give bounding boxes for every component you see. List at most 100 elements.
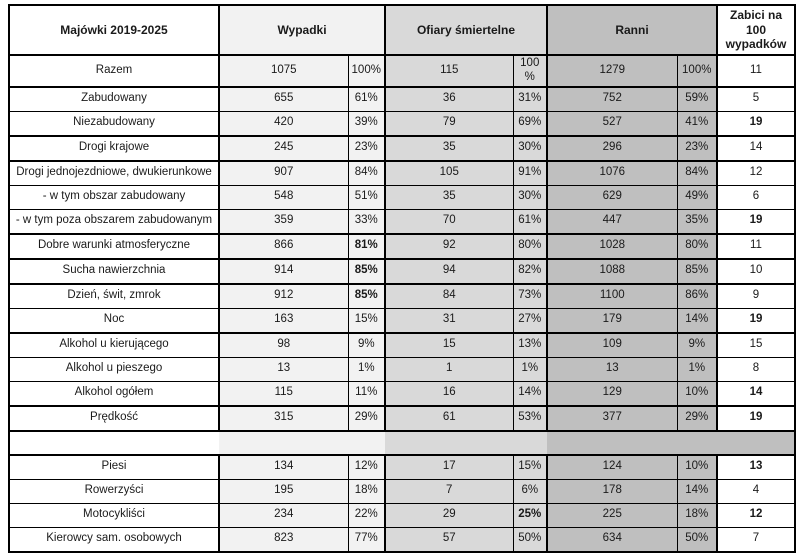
cell-ranni-percent: 1% [676, 356, 718, 382]
cell-ofiary-count: 35 [384, 184, 514, 210]
cell-wypadki-percent: 84% [347, 159, 386, 186]
cell-ofiary-percent: 30% [512, 134, 548, 162]
cell-ranni-percent: 86% [676, 282, 718, 309]
row-label-cell: Sucha nawierzchnia [8, 257, 220, 285]
cell-zabici-na-100: 15 [716, 331, 796, 358]
cell-ofiary-count: 16 [384, 380, 514, 407]
col-header-wypadki: Wypadki [218, 4, 386, 56]
cell-ranni-percent: 35% [676, 208, 718, 235]
cell-ofiary-count: 15 [384, 331, 514, 358]
cell-ranni-count: 179 [546, 307, 678, 334]
cell-ranni-count: 1088 [546, 257, 678, 285]
spacer-row [9, 429, 795, 456]
row-label-cell: Kierowcy sam. osobowych [8, 526, 220, 553]
row-label-cell: Alkohol ogółem [8, 380, 220, 407]
spacer-ranni-cell [547, 429, 795, 456]
cell-zabici-na-100: 6 [716, 184, 796, 210]
cell-wypadki-percent: 61% [347, 85, 386, 112]
cell-ofiary-percent: 31% [512, 85, 548, 112]
table-header: Majówki 2019-2025 Wypadki Ofiary śmierte… [8, 4, 796, 56]
cell-ranni-percent: 9% [676, 331, 718, 358]
table-row: Kierowcy sam. osobowych 823 77% 57 50% 634 50%… [8, 526, 796, 553]
row-label-cell: Niezabudowany [8, 110, 220, 137]
cell-wypadki-count: 163 [218, 307, 349, 334]
cell-ranni-percent: 85% [676, 257, 718, 285]
cell-ofiary-percent: 1% [512, 356, 548, 382]
table-row: Drogi jednojezdniowe, dwukierunkowe 907 84… [8, 159, 796, 186]
cell-ofiary-percent: 82% [512, 257, 548, 285]
row-label-cell: Dzień, świt, zmrok [8, 282, 220, 309]
row-label-cell: Drogi jednojezdniowe, dwukierunkowe [8, 159, 220, 186]
cell-wypadki-percent: 81% [347, 232, 386, 260]
cell-wypadki-count: 234 [218, 502, 349, 528]
cell-wypadki-count: 1075 [218, 54, 349, 88]
cell-ranni-count: 1100 [546, 282, 678, 309]
cell-ofiary-count: 31 [384, 307, 514, 334]
cell-wypadki-count: 315 [218, 404, 349, 432]
cell-ofiary-count: 57 [384, 526, 514, 553]
row-label-cell: - w tym poza obszarem zabudowanym [8, 208, 220, 235]
cell-wypadki-percent: 39% [347, 110, 386, 137]
table-row: Niezabudowany 420 39% 79 69% 527 41% 19 [8, 110, 796, 137]
col-header-ofiary-smiertelne: Ofiary śmiertelne [384, 4, 548, 56]
row-label-cell: Piesi [8, 453, 220, 480]
cell-ofiary-count: 17 [384, 453, 514, 480]
cell-wypadki-count: 914 [218, 257, 349, 285]
cell-ranni-count: 629 [546, 184, 678, 210]
table-row: Dzień, świt, zmrok 912 85% 84 73% 1100 86% 9 [8, 282, 796, 309]
cell-ranni-percent: 84% [676, 159, 718, 186]
row-label-cell: Alkohol u pieszego [8, 356, 220, 382]
table-row: Alkohol u kierującego 98 9% 15 13% 109 9% 15 [8, 331, 796, 358]
cell-ranni-count: 13 [546, 356, 678, 382]
cell-ofiary-percent: 25% [512, 502, 548, 528]
cell-ranni-count: 377 [546, 404, 678, 432]
cell-ofiary-count: 84 [384, 282, 514, 309]
cell-wypadki-percent: 15% [347, 307, 386, 334]
cell-ofiary-count: 7 [384, 478, 514, 504]
table-row: Alkohol ogółem 115 11% 16 14% 129 10% 14 [8, 380, 796, 407]
cell-zabici-na-100: 19 [716, 404, 796, 432]
row-label-cell: Alkohol u kierującego [8, 331, 220, 358]
cell-wypadki-count: 907 [218, 159, 349, 186]
cell-wypadki-percent: 29% [347, 404, 386, 432]
cell-ofiary-percent: 30% [512, 184, 548, 210]
table-body: Razem 1075 100% 115 100 % 1279 100% 11 Zabudowan… [8, 54, 796, 553]
cell-ofiary-count: 105 [384, 159, 514, 186]
cell-wypadki-count: 420 [218, 110, 349, 137]
cell-zabici-na-100: 19 [716, 307, 796, 334]
row-label-cell: Rowerzyści [8, 478, 220, 504]
cell-ofiary-percent: 69% [512, 110, 548, 137]
table-row: Alkohol u pieszego 13 1% 1 1% 13 1% 8 [8, 356, 796, 382]
cell-ranni-percent: 14% [676, 478, 718, 504]
cell-ranni-percent: 29% [676, 404, 718, 432]
cell-wypadki-percent: 11% [347, 380, 386, 407]
cell-ranni-percent: 23% [676, 134, 718, 162]
spacer-wypadki-cell [219, 429, 385, 456]
cell-zabici-na-100: 8 [716, 356, 796, 382]
cell-ranni-percent: 18% [676, 502, 718, 528]
cell-ofiary-count: 92 [384, 232, 514, 260]
cell-ranni-percent: 50% [676, 526, 718, 553]
cell-ofiary-percent: 50% [512, 526, 548, 553]
cell-ofiary-count: 29 [384, 502, 514, 528]
cell-ofiary-percent: 27% [512, 307, 548, 334]
table-row: Noc 163 15% 31 27% 179 14% 19 [8, 307, 796, 334]
cell-wypadki-percent: 100% [347, 54, 386, 88]
col-header-ranni: Ranni [546, 4, 718, 56]
cell-ranni-count: 1076 [546, 159, 678, 186]
cell-ofiary-percent: 80% [512, 232, 548, 260]
cell-wypadki-percent: 51% [347, 184, 386, 210]
cell-zabici-na-100: 11 [716, 54, 796, 88]
cell-ranni-percent: 59% [676, 85, 718, 112]
table-row: Razem 1075 100% 115 100 % 1279 100% 11 [8, 54, 796, 88]
table-row: Dobre warunki atmosferyczne 866 81% 92 80% 10… [8, 232, 796, 260]
cell-ranni-percent: 80% [676, 232, 718, 260]
cell-zabici-na-100: 11 [716, 232, 796, 260]
cell-zabici-na-100: 14 [716, 134, 796, 162]
cell-wypadki-percent: 85% [347, 257, 386, 285]
cell-zabici-na-100: 13 [716, 453, 796, 480]
cell-zabici-na-100: 7 [716, 526, 796, 553]
cell-ofiary-count: 36 [384, 85, 514, 112]
cell-ranni-count: 129 [546, 380, 678, 407]
cell-zabici-na-100: 9 [716, 282, 796, 309]
